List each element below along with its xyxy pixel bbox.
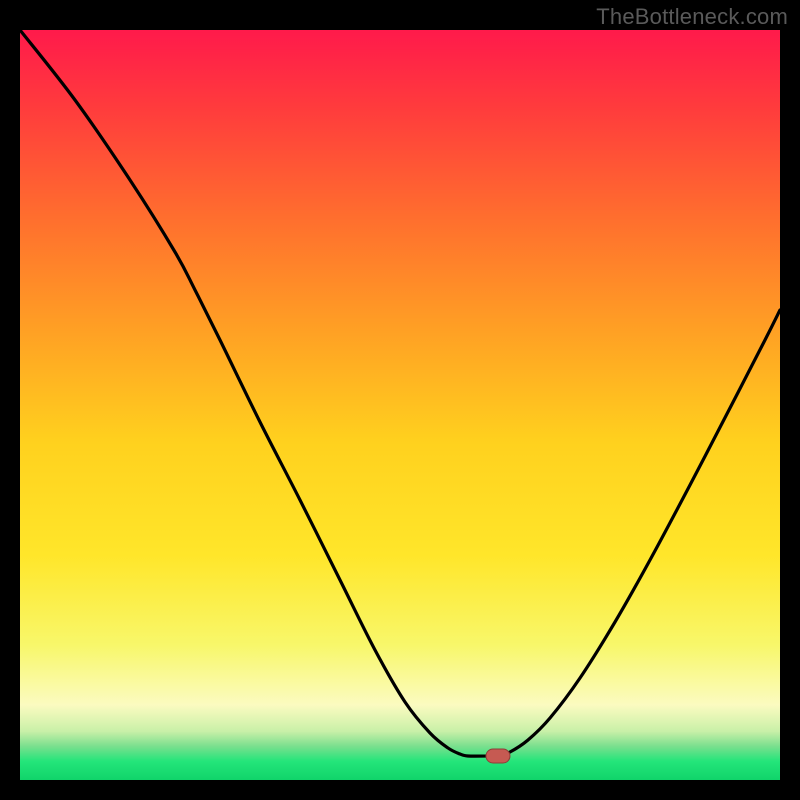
minimum-marker — [486, 749, 510, 763]
bottleneck-curve — [20, 30, 780, 756]
chart-overlay — [0, 0, 800, 800]
chart-frame: TheBottleneck.com — [0, 0, 800, 800]
watermark-text: TheBottleneck.com — [596, 4, 788, 30]
